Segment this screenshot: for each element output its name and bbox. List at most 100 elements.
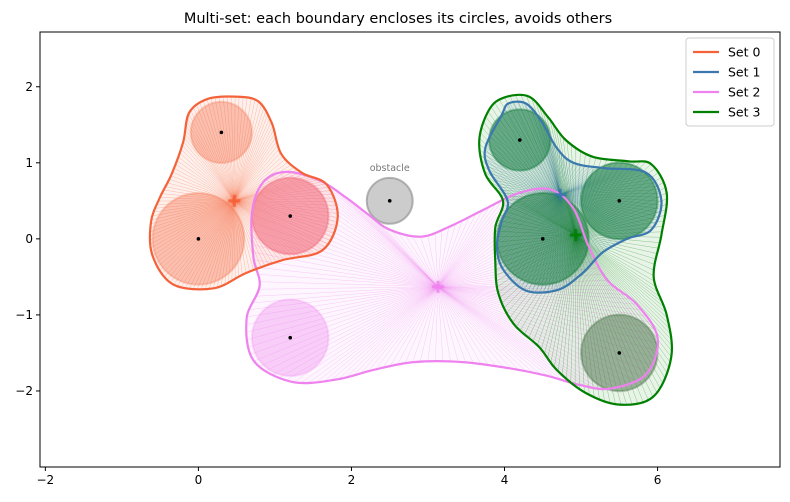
- set-1-ray: [556, 147, 561, 195]
- set-1-ray: [560, 194, 648, 233]
- set-1-ray: [560, 194, 605, 252]
- set-1-ray: [502, 194, 561, 220]
- set-2-ray: [246, 286, 438, 325]
- set-0-ray: [234, 200, 285, 260]
- set-0-ray: [167, 182, 235, 202]
- set-3-ray: [575, 220, 665, 236]
- set-2-ray: [259, 281, 438, 287]
- set-0-ray: [234, 200, 329, 245]
- chart-title: Multi-set: each boundary encloses its ci…: [184, 11, 612, 27]
- set-0-ray: [234, 171, 301, 202]
- set-3-ray: [575, 235, 611, 404]
- set-2-ray: [383, 226, 439, 287]
- set-0-ray: [180, 200, 235, 288]
- set-2-ray: [329, 185, 439, 287]
- set-0-ray: [188, 200, 235, 289]
- set-1-ray: [495, 180, 561, 195]
- set-3-ray: [495, 234, 576, 265]
- set-2-ray: [254, 199, 439, 287]
- set-1-ray: [560, 194, 645, 235]
- set-3-ray: [575, 163, 652, 236]
- set-1-ray: [490, 173, 561, 195]
- set-2-ray: [437, 267, 600, 287]
- set-2-ray: [397, 286, 439, 365]
- set-0-ray: [234, 200, 250, 272]
- legend-box: [685, 37, 775, 127]
- set-0-ray: [234, 197, 335, 202]
- set-2-ray: [437, 286, 541, 375]
- set-2-ray: [260, 185, 439, 287]
- set-1-ray: [560, 194, 571, 284]
- set-2-ray: [437, 202, 497, 287]
- set-2-ray: [437, 286, 658, 352]
- set-1-ray: [514, 194, 561, 284]
- set-3-ray: [515, 234, 576, 328]
- set-1-ray: [560, 194, 661, 214]
- set-3-ray: [575, 234, 668, 374]
- set-2-ray: [437, 226, 450, 287]
- set-0-ray: [206, 99, 235, 201]
- set-3-ray: [575, 234, 658, 292]
- set-1-ray: [501, 189, 561, 195]
- set-3-ray: [575, 155, 591, 236]
- set-0-region-fill: [149, 96, 338, 290]
- set-1-ray: [560, 168, 614, 195]
- set-0-ray: [234, 159, 286, 202]
- set-2-ray: [437, 279, 608, 287]
- set-0-ray: [186, 121, 235, 201]
- set-2-ray: [257, 192, 439, 287]
- set-1-ray: [538, 117, 561, 195]
- set-3-ray: [547, 235, 576, 359]
- y-tick-label: 2: [25, 80, 33, 94]
- set-2-ray: [253, 286, 439, 362]
- set-0-ray: [234, 137, 276, 201]
- obstacle-center-dot: [387, 199, 392, 203]
- set-3-ray: [506, 234, 576, 314]
- x-tick-label: 2: [348, 473, 356, 487]
- set-1-ray: [507, 194, 561, 276]
- set-2-ray: [437, 286, 642, 311]
- set-1-ray: [560, 194, 630, 239]
- set-2-ray: [437, 220, 463, 287]
- set-2-ray: [437, 189, 532, 287]
- set-3-ray: [575, 234, 671, 363]
- set-3-ray: [545, 114, 576, 236]
- set-3-ray: [575, 234, 662, 238]
- set-1-ray: [489, 136, 561, 195]
- set-0-ray: [234, 110, 267, 201]
- set-1-ray: [560, 194, 577, 279]
- set-0-ray: [228, 200, 235, 283]
- set-3-boundary: [478, 93, 674, 406]
- set-0-ray: [234, 193, 333, 202]
- set-1-ray: [518, 194, 561, 287]
- set-0-ray: [199, 102, 235, 201]
- set-0-ray: [184, 137, 235, 201]
- set-2-ray: [437, 286, 623, 387]
- set-2-ray: [437, 286, 526, 372]
- set-3-ray: [575, 226, 664, 236]
- set-0-ray: [183, 141, 235, 201]
- set-0-ray: [234, 141, 277, 201]
- set-3-ray: [575, 234, 660, 243]
- set-2-ray: [420, 236, 439, 287]
- set-0-ray: [234, 200, 309, 256]
- legend-label-set-0: Set 0: [728, 45, 760, 60]
- marker-layer: obstacle: [196, 130, 622, 355]
- set-2-ray: [437, 286, 600, 390]
- set-3-ray: [575, 161, 630, 236]
- set-0-ray: [184, 133, 235, 201]
- set-2-ray: [437, 199, 567, 287]
- set-1-ray: [550, 137, 561, 195]
- set-3-region-fill: [479, 94, 672, 405]
- set-2-ray: [437, 286, 637, 382]
- set-1-ray: [498, 194, 561, 235]
- set-0-ray: [234, 200, 336, 202]
- set-3-ray: [540, 234, 576, 350]
- set-1-ray: [560, 194, 661, 210]
- set-3-ray: [575, 161, 647, 236]
- set-1-ray: [560, 171, 645, 195]
- set-3-ray: [528, 234, 576, 338]
- set-0-ray: [163, 189, 235, 202]
- set-2-ray: [437, 286, 608, 390]
- set-0-ray: [234, 186, 329, 202]
